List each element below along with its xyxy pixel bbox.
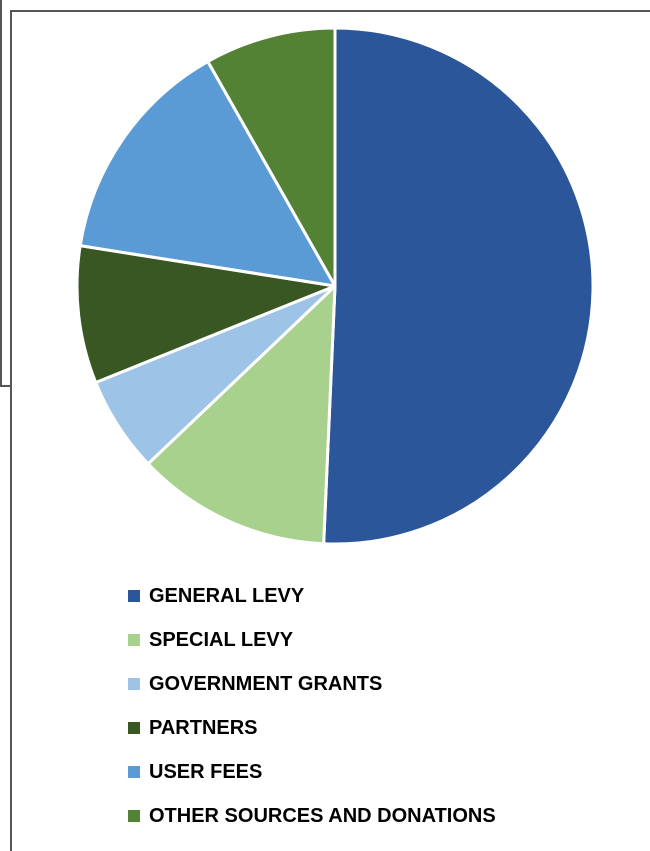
legend-item-user-fees: USER FEES [128,750,496,794]
chart-legend: GENERAL LEVY SPECIAL LEVY GOVERNMENT GRANT… [128,574,496,838]
legend-swatch-other-sources-and-donations [128,810,140,822]
legend-swatch-general-levy [128,590,140,602]
legend-label-other-sources-and-donations: OTHER SOURCES AND DONATIONS [149,804,496,827]
frame-top-border [10,10,650,12]
frame-left-border [10,10,12,851]
legend-swatch-special-levy [128,634,140,646]
legend-item-special-levy: SPECIAL LEVY [128,618,496,662]
legend-item-partners: PARTNERS [128,706,496,750]
legend-label-government-grants: GOVERNMENT GRANTS [149,672,383,695]
legend-swatch-government-grants [128,678,140,690]
pie-slice-partners [75,244,337,384]
frame-stub-vertical [0,0,2,386]
legend-item-government-grants: GOVERNMENT GRANTS [128,662,496,706]
legend-swatch-partners [128,722,140,734]
pie-slice-special-levy [146,284,337,546]
legend-swatch-user-fees [128,766,140,778]
legend-item-other-sources-and-donations: OTHER SOURCES AND DONATIONS [128,794,496,838]
pie-slices-group [75,26,595,546]
frame-stub-horizontal [0,385,11,387]
pie-chart [75,26,595,546]
pie-slice-general-levy [322,26,595,546]
pie-slice-other-sources-and-donations [206,26,337,288]
legend-label-user-fees: USER FEES [149,760,263,783]
legend-label-general-levy: GENERAL LEVY [149,584,305,607]
legend-label-special-levy: SPECIAL LEVY [149,628,294,651]
legend-item-general-levy: GENERAL LEVY [128,574,496,618]
pie-slice-user-fees [78,59,337,288]
legend-label-partners: PARTNERS [149,716,258,739]
